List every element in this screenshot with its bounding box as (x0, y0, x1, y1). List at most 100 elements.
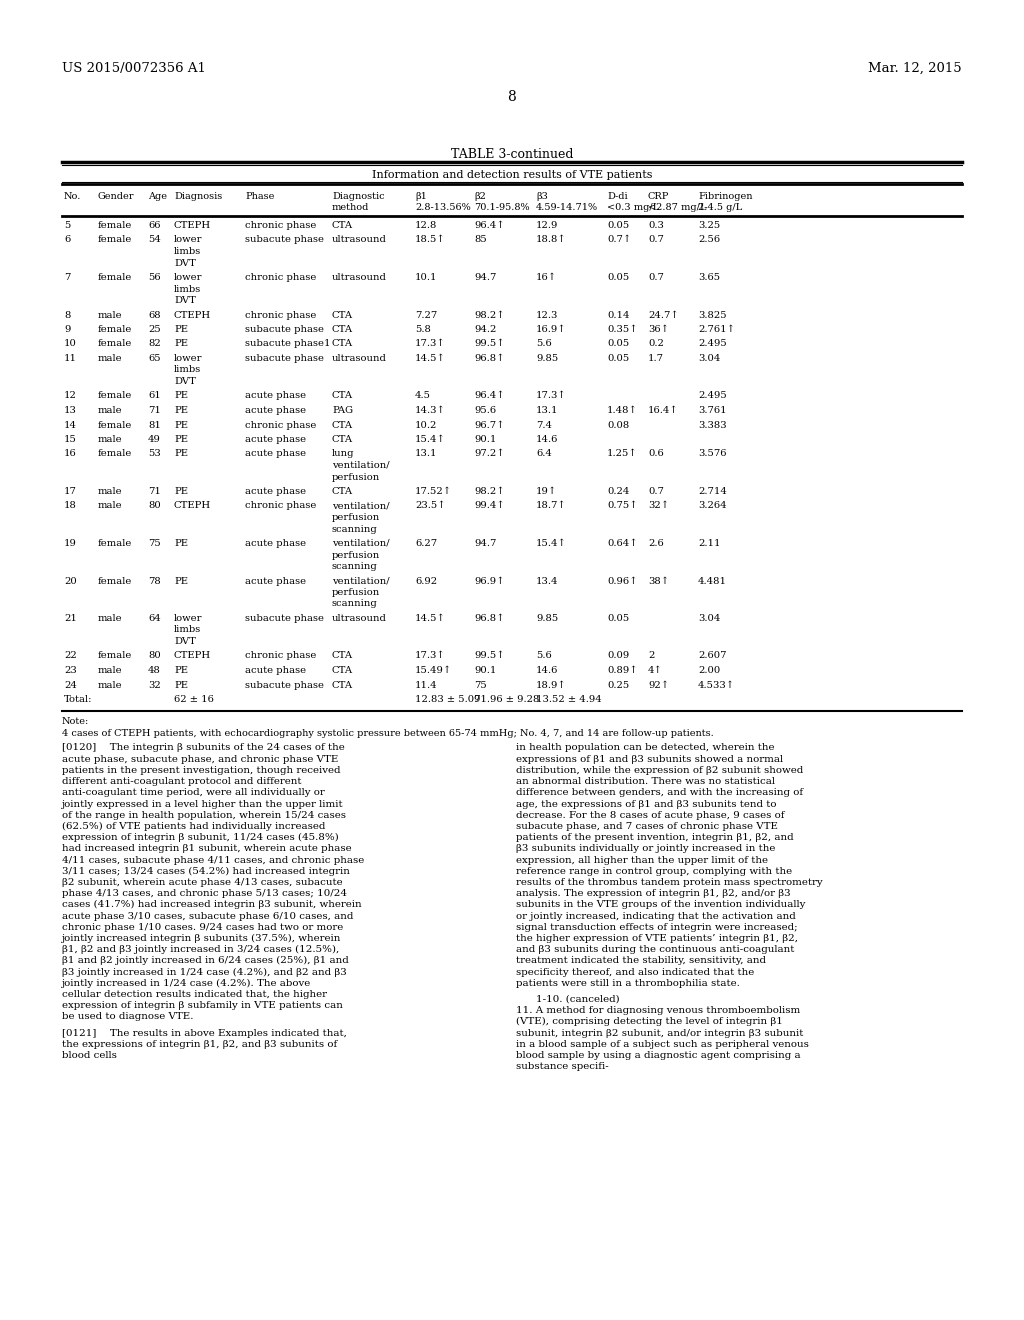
Text: 96.8↑: 96.8↑ (474, 614, 505, 623)
Text: 2.761↑: 2.761↑ (698, 325, 735, 334)
Text: CTEPH: CTEPH (174, 652, 211, 660)
Text: 38↑: 38↑ (648, 577, 669, 586)
Text: the expressions of integrin β1, β2, and β3 subunits of: the expressions of integrin β1, β2, and … (62, 1040, 337, 1048)
Text: 0.96↑: 0.96↑ (607, 577, 638, 586)
Text: 12.83 ± 5.07: 12.83 ± 5.07 (415, 696, 480, 704)
Text: 10.2: 10.2 (415, 421, 437, 429)
Text: 10.1: 10.1 (415, 273, 437, 282)
Text: 2-4.5 g/L: 2-4.5 g/L (698, 203, 742, 213)
Text: Fibrinogen: Fibrinogen (698, 191, 753, 201)
Text: [0121]  The results in above Examples indicated that,: [0121] The results in above Examples ind… (62, 1028, 347, 1038)
Text: male: male (98, 310, 123, 319)
Text: CTA: CTA (332, 325, 353, 334)
Text: 70.1-95.8%: 70.1-95.8% (474, 203, 529, 213)
Text: 0.75↑: 0.75↑ (607, 502, 638, 511)
Text: female: female (98, 392, 132, 400)
Text: 49: 49 (148, 436, 161, 444)
Text: DVT: DVT (174, 259, 196, 268)
Text: 3.04: 3.04 (698, 614, 720, 623)
Text: 96.4↑: 96.4↑ (474, 220, 505, 230)
Text: 98.2↑: 98.2↑ (474, 487, 505, 496)
Text: <2.87 mg/L: <2.87 mg/L (648, 203, 707, 213)
Text: 16: 16 (63, 450, 77, 458)
Text: 48: 48 (148, 667, 161, 675)
Text: results of the thrombus tandem protein mass spectrometry: results of the thrombus tandem protein m… (516, 878, 822, 887)
Text: 16.4↑: 16.4↑ (648, 407, 679, 414)
Text: [0120]  The integrin β subunits of the 24 cases of the: [0120] The integrin β subunits of the 24… (62, 743, 345, 752)
Text: 4.59-14.71%: 4.59-14.71% (536, 203, 598, 213)
Text: β1 and β2 jointly increased in 6/24 cases (25%), β1 and: β1 and β2 jointly increased in 6/24 case… (62, 956, 349, 965)
Text: 64: 64 (148, 614, 161, 623)
Text: 2.8-13.56%: 2.8-13.56% (415, 203, 471, 213)
Text: 96.9↑: 96.9↑ (474, 577, 505, 586)
Text: 9.85: 9.85 (536, 354, 558, 363)
Text: 15.4↑: 15.4↑ (536, 539, 567, 548)
Text: 8: 8 (508, 90, 516, 104)
Text: 94.7: 94.7 (474, 273, 497, 282)
Text: 4.481: 4.481 (698, 577, 727, 586)
Text: 15: 15 (63, 436, 77, 444)
Text: perfusion: perfusion (332, 473, 380, 482)
Text: PE: PE (174, 681, 188, 689)
Text: DVT: DVT (174, 378, 196, 385)
Text: acute phase, subacute phase, and chronic phase VTE: acute phase, subacute phase, and chronic… (62, 755, 338, 764)
Text: 96.8↑: 96.8↑ (474, 354, 505, 363)
Text: lower: lower (174, 614, 203, 623)
Text: DVT: DVT (174, 638, 196, 645)
Text: β3 jointly increased in 1/24 case (4.2%), and β2 and β3: β3 jointly increased in 1/24 case (4.2%)… (62, 968, 347, 977)
Text: 13.52 ± 4.94: 13.52 ± 4.94 (536, 696, 602, 704)
Text: 78: 78 (148, 577, 161, 586)
Text: 4.533↑: 4.533↑ (698, 681, 735, 689)
Text: Diagnosis: Diagnosis (174, 191, 222, 201)
Text: and β3 subunits during the continuous anti-coagulant: and β3 subunits during the continuous an… (516, 945, 795, 954)
Text: scanning: scanning (332, 599, 378, 609)
Text: reference range in control group, complying with the: reference range in control group, comply… (516, 867, 793, 875)
Text: PE: PE (174, 339, 188, 348)
Text: 97.2↑: 97.2↑ (474, 450, 505, 458)
Text: 2: 2 (648, 652, 654, 660)
Text: PE: PE (174, 539, 188, 548)
Text: 2.495: 2.495 (698, 392, 727, 400)
Text: acute phase 3/10 cases, subacute phase 6/10 cases, and: acute phase 3/10 cases, subacute phase 6… (62, 912, 353, 920)
Text: 16.9↑: 16.9↑ (536, 325, 566, 334)
Text: substance specifi-: substance specifi- (516, 1063, 608, 1071)
Text: 81: 81 (148, 421, 161, 429)
Text: 71: 71 (148, 407, 161, 414)
Text: 4.5: 4.5 (415, 392, 431, 400)
Text: 17.3↑: 17.3↑ (415, 339, 445, 348)
Text: different anti-coagulant protocol and different: different anti-coagulant protocol and di… (62, 777, 301, 787)
Text: 32↑: 32↑ (648, 502, 669, 511)
Text: 11. A method for diagnosing venous thromboembolism: 11. A method for diagnosing venous throm… (516, 1006, 800, 1015)
Text: jointly increased integrin β subunits (37.5%), wherein: jointly increased integrin β subunits (3… (62, 935, 341, 942)
Text: limbs: limbs (174, 285, 202, 293)
Text: <0.3 mg/L: <0.3 mg/L (607, 203, 659, 213)
Text: jointly expressed in a level higher than the upper limit: jointly expressed in a level higher than… (62, 800, 344, 809)
Text: β3 subunits individually or jointly increased in the: β3 subunits individually or jointly incr… (516, 845, 775, 853)
Text: patients in the present investigation, though received: patients in the present investigation, t… (62, 766, 341, 775)
Text: 0.7: 0.7 (648, 487, 664, 496)
Text: Gender: Gender (98, 191, 134, 201)
Text: β1: β1 (415, 191, 427, 201)
Text: cellular detection results indicated that, the higher: cellular detection results indicated tha… (62, 990, 327, 999)
Text: lung: lung (332, 450, 354, 458)
Text: decrease. For the 8 cases of acute phase, 9 cases of: decrease. For the 8 cases of acute phase… (516, 810, 784, 820)
Text: subunits in the VTE groups of the invention individually: subunits in the VTE groups of the invent… (516, 900, 805, 909)
Text: male: male (98, 354, 123, 363)
Text: lower: lower (174, 273, 203, 282)
Text: 3.04: 3.04 (698, 354, 720, 363)
Text: 13: 13 (63, 407, 77, 414)
Text: 2.607: 2.607 (698, 652, 726, 660)
Text: method: method (332, 203, 370, 213)
Text: 3/11 cases; 13/24 cases (54.2%) had increased integrin: 3/11 cases; 13/24 cases (54.2%) had incr… (62, 867, 350, 876)
Text: 32: 32 (148, 681, 161, 689)
Text: PE: PE (174, 421, 188, 429)
Text: 15.49↑: 15.49↑ (415, 667, 453, 675)
Text: be used to diagnose VTE.: be used to diagnose VTE. (62, 1012, 194, 1022)
Text: ultrasound: ultrasound (332, 273, 387, 282)
Text: ventilation/: ventilation/ (332, 577, 389, 586)
Text: an abnormal distribution. There was no statistical: an abnormal distribution. There was no s… (516, 777, 775, 787)
Text: 4/11 cases, subacute phase 4/11 cases, and chronic phase: 4/11 cases, subacute phase 4/11 cases, a… (62, 855, 365, 865)
Text: 21: 21 (63, 614, 77, 623)
Text: 3.383: 3.383 (698, 421, 727, 429)
Text: 90.1: 90.1 (474, 667, 497, 675)
